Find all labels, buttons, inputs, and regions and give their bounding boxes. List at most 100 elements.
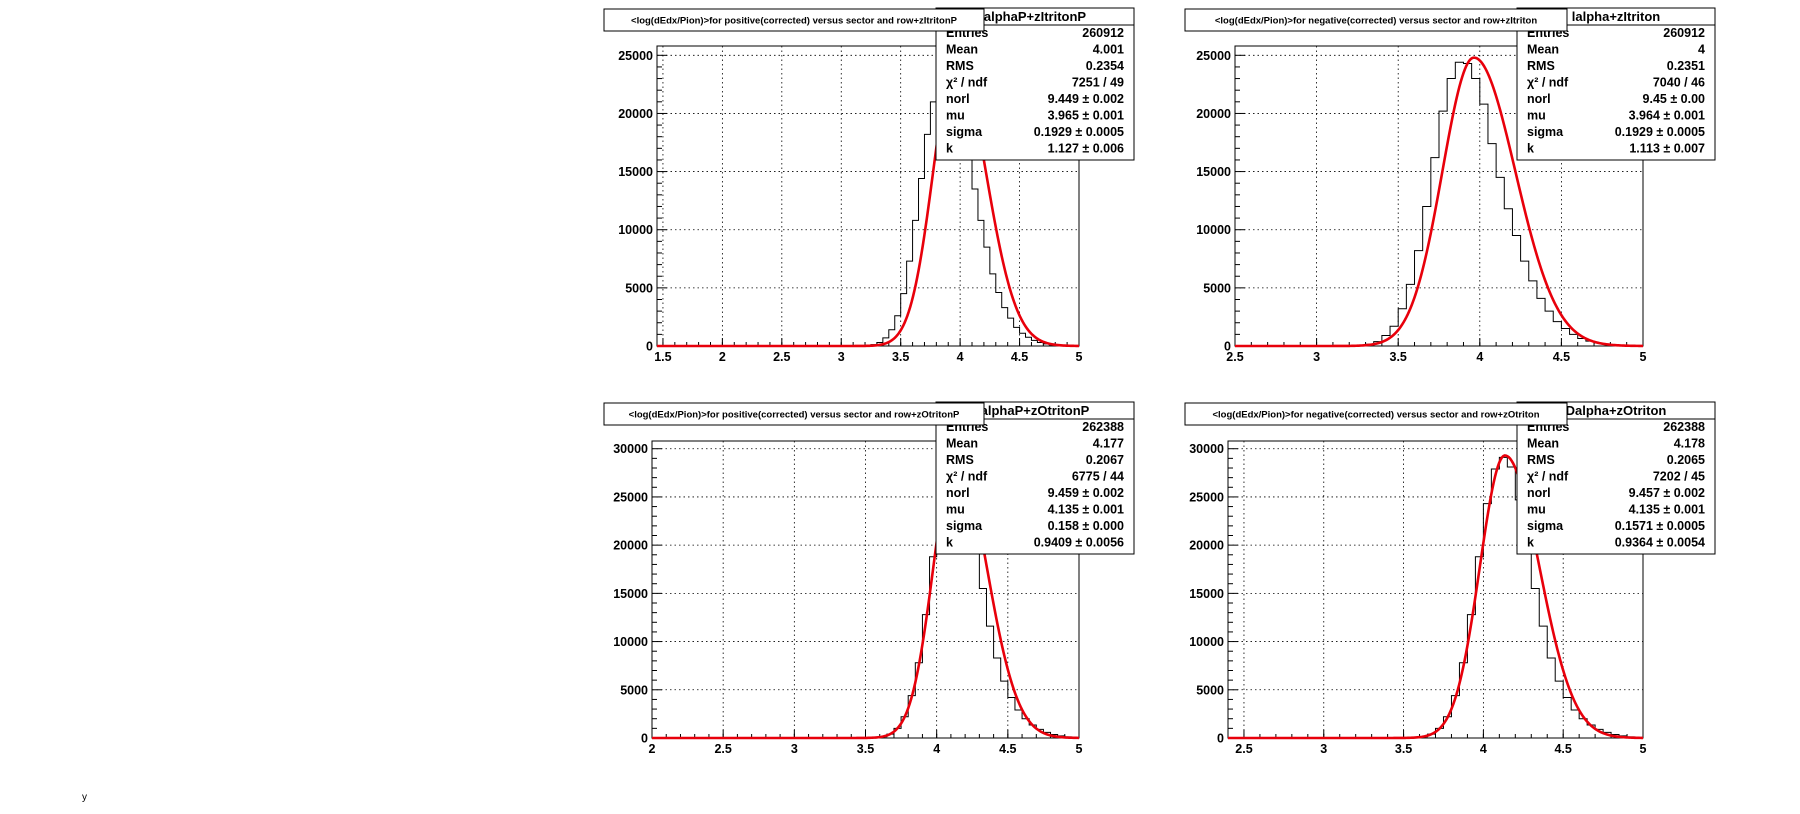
stats-box bbox=[935, 401, 1135, 555]
stats-value: 0.2067 bbox=[1086, 453, 1124, 467]
stats-value: 4 bbox=[1698, 43, 1705, 57]
fit-curve bbox=[1228, 454, 1644, 740]
stats-value: 0.2354 bbox=[1086, 59, 1124, 73]
stats-value: 4.135 ± 0.001 bbox=[1629, 503, 1705, 517]
y-tick-label: 25000 bbox=[618, 49, 653, 63]
x-tick-label: 4.5 bbox=[1011, 350, 1028, 364]
y-tick-label: 5000 bbox=[620, 683, 648, 697]
x-tick-label: 3 bbox=[1313, 350, 1320, 364]
stats-value: 9.457 ± 0.002 bbox=[1629, 486, 1705, 500]
x-tick-label: 3 bbox=[791, 742, 798, 756]
stats-key: Mean bbox=[946, 43, 978, 57]
y-tick-label: 20000 bbox=[1196, 107, 1231, 121]
plot-title: <log(dEdx/Pion)>for positive(corrected) … bbox=[629, 410, 960, 421]
stats-value: 4.177 bbox=[1093, 437, 1124, 451]
x-tick-label: 3.5 bbox=[892, 350, 909, 364]
x-tick-label: 4 bbox=[1476, 350, 1483, 364]
x-tick-label: 2.5 bbox=[1226, 350, 1243, 364]
stats-value: 7251 / 49 bbox=[1072, 76, 1124, 90]
stats-value: 0.1929 ± 0.0005 bbox=[1615, 125, 1705, 139]
y-tick-label: 0 bbox=[646, 340, 653, 354]
stats-value: 0.1571 ± 0.0005 bbox=[1615, 519, 1705, 533]
stats-key: mu bbox=[946, 109, 965, 123]
stats-key: k bbox=[1527, 142, 1534, 156]
plot-title: <log(dEdx/Pion)>for negative(corrected) … bbox=[1212, 410, 1539, 421]
stats-value: 0.2065 bbox=[1667, 453, 1705, 467]
stats-value: 0.2351 bbox=[1667, 59, 1705, 73]
stats-key: χ² / ndf bbox=[946, 470, 988, 484]
title-box bbox=[1184, 8, 1568, 32]
y-tick-label: 20000 bbox=[1189, 539, 1224, 553]
y-tick-label: 15000 bbox=[618, 165, 653, 179]
y-tick-label: 20000 bbox=[618, 107, 653, 121]
stats-value: 9.459 ± 0.002 bbox=[1048, 486, 1124, 500]
y-tick-label: 10000 bbox=[1196, 223, 1231, 237]
x-tick-label: 4 bbox=[933, 742, 940, 756]
stats-key: χ² / ndf bbox=[1527, 470, 1569, 484]
stats-value: 0.1929 ± 0.0005 bbox=[1034, 125, 1124, 139]
histogram-pad-1: 1.5 2 2.5 3 3.5 4 4.5 5 0 5000 10000 15000 20000 2500… bbox=[603, 7, 1135, 364]
x-tick-label: 3.5 bbox=[1395, 742, 1412, 756]
y-tick-label: 0 bbox=[1224, 340, 1231, 354]
stats-key: sigma bbox=[1527, 519, 1564, 533]
x-tick-label: 2.5 bbox=[1235, 742, 1252, 756]
y-tick-label: 0 bbox=[1217, 732, 1224, 746]
x-tick-label: 4.5 bbox=[999, 742, 1016, 756]
stats-key: RMS bbox=[1527, 59, 1555, 73]
stats-key: mu bbox=[946, 503, 965, 517]
stats-value: 9.449 ± 0.002 bbox=[1048, 92, 1124, 106]
stats-key: k bbox=[946, 536, 953, 550]
stats-key: k bbox=[1527, 536, 1534, 550]
stats-key: Mean bbox=[946, 437, 978, 451]
stats-key: sigma bbox=[1527, 125, 1564, 139]
y-tick-label: 10000 bbox=[618, 223, 653, 237]
stats-value: 7040 / 46 bbox=[1653, 76, 1705, 90]
stats-key: norl bbox=[1527, 486, 1551, 500]
x-tick-label: 2 bbox=[719, 350, 726, 364]
stats-box bbox=[1516, 7, 1716, 161]
stats-value: 3.965 ± 0.001 bbox=[1048, 109, 1124, 123]
histogram-pad-4: 2.5 3 3.5 4 4.5 5 0 5000 10000 15000 20000 25000 300… bbox=[1184, 401, 1716, 756]
y-tick-label: 15000 bbox=[1189, 587, 1224, 601]
stats-title: lalpha+zItriton bbox=[1572, 9, 1661, 24]
x-tick-label: 5 bbox=[1076, 350, 1083, 364]
stats-value: 0.9409 ± 0.0056 bbox=[1034, 536, 1124, 550]
y-tick-label: 15000 bbox=[613, 587, 648, 601]
x-tick-label: 4 bbox=[1480, 742, 1487, 756]
stats-key: Mean bbox=[1527, 437, 1559, 451]
x-tick-label: 3 bbox=[1320, 742, 1327, 756]
stats-value: 262388 bbox=[1663, 420, 1705, 434]
title-box bbox=[1184, 402, 1568, 426]
histogram-pad-3: 2 2.5 3 3.5 4 4.5 5 0 5000 10000 15000 20000 25000 30… bbox=[603, 401, 1135, 756]
y-tick-label: 30000 bbox=[613, 442, 648, 456]
stats-value: 7202 / 45 bbox=[1653, 470, 1705, 484]
x-tick-label: 5 bbox=[1640, 742, 1647, 756]
stats-box bbox=[1516, 401, 1716, 555]
x-tick-label: 5 bbox=[1076, 742, 1083, 756]
y-tick-label: 0 bbox=[641, 732, 648, 746]
x-tick-label: 5 bbox=[1640, 350, 1647, 364]
stats-value: 6775 / 44 bbox=[1072, 470, 1124, 484]
y-tick-label: 15000 bbox=[1196, 165, 1231, 179]
stats-title: Dalpha+zOtriton bbox=[1566, 403, 1667, 418]
stats-key: RMS bbox=[1527, 453, 1555, 467]
stats-key: RMS bbox=[946, 59, 974, 73]
stats-key: norl bbox=[946, 486, 970, 500]
x-tick-label: 4.5 bbox=[1553, 350, 1570, 364]
stats-value: 0.158 ± 0.000 bbox=[1048, 519, 1124, 533]
x-tick-label: 4.5 bbox=[1554, 742, 1571, 756]
plot-title: <log(dEdx/Pion)>for negative(corrected) … bbox=[1215, 16, 1537, 27]
y-tick-label: 5000 bbox=[1196, 683, 1224, 697]
stats-value: 262388 bbox=[1082, 420, 1124, 434]
x-tick-label: 2.5 bbox=[773, 350, 790, 364]
stats-value: 260912 bbox=[1082, 26, 1124, 40]
y-tick-label: 20000 bbox=[613, 539, 648, 553]
stats-key: χ² / ndf bbox=[1527, 76, 1569, 90]
y-tick-label: 5000 bbox=[1203, 281, 1231, 295]
stats-value: 1.113 ± 0.007 bbox=[1629, 142, 1705, 156]
stray-glyph: y bbox=[82, 792, 87, 803]
stats-key: norl bbox=[1527, 92, 1551, 106]
stats-value: 3.964 ± 0.001 bbox=[1629, 109, 1705, 123]
stats-key: k bbox=[946, 142, 953, 156]
